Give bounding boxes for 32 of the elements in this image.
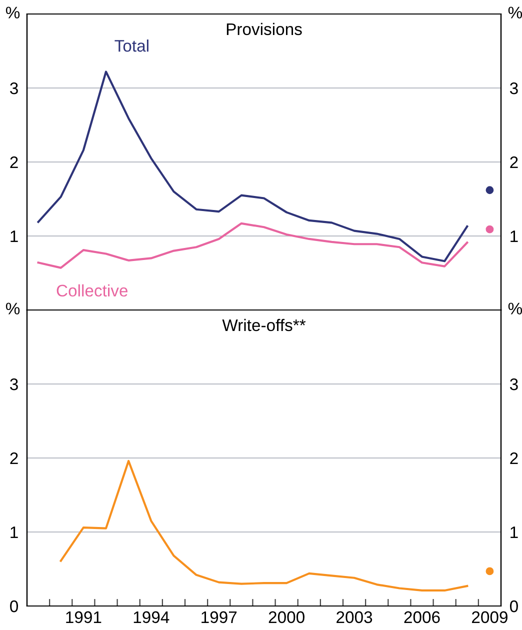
y-tick-label: 3 (10, 378, 18, 390)
y2-tick-label: 2 (510, 452, 518, 464)
y-tick-label: 1 (10, 526, 18, 538)
x-tick-label: 1994 (134, 611, 170, 624)
chart-title: Provisions (226, 22, 302, 36)
y-tick-label: 3 (10, 82, 18, 94)
y-tick-label: 1 (10, 230, 18, 242)
y2-tick-label: 1 (510, 230, 518, 242)
x-tick-label: 1991 (66, 611, 102, 624)
series-label: Collective (56, 284, 128, 297)
line-series (37, 222, 468, 269)
series-label: Total (114, 40, 148, 52)
y2-tick-label: 1 (510, 526, 518, 538)
y-tick-label: 2 (10, 452, 18, 464)
x-tick-label: 2003 (336, 611, 372, 624)
x-tick-label: 2009 (472, 611, 508, 624)
line-series (60, 460, 468, 592)
y2-axis-title: % (508, 302, 522, 314)
y2-tick-label: 2 (510, 156, 518, 168)
x-tick-label: 2000 (268, 611, 304, 624)
x-tick-label: 2006 (404, 611, 440, 624)
y-tick-label: 2 (10, 156, 18, 168)
y2-axis-title: % (508, 6, 522, 18)
line-series (37, 70, 468, 262)
y-tick-label: 0 (10, 600, 18, 612)
y-axis-title: % (6, 6, 20, 18)
y2-tick-label: 0 (510, 600, 518, 612)
chart-title: Write-offs** (222, 318, 306, 332)
x-tick-label: 1997 (202, 611, 237, 624)
y-axis-title: % (6, 302, 20, 314)
y2-tick-label: 3 (510, 378, 518, 390)
y2-tick-label: 3 (510, 82, 518, 94)
